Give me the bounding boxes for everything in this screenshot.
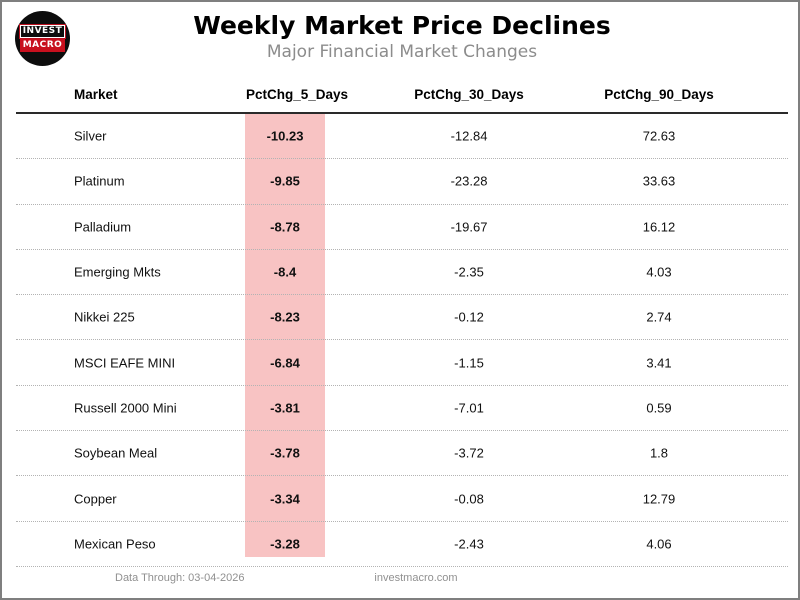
pctchg-90-days-value: 72.63 (642, 128, 676, 144)
pctchg-30-days-value: -7.01 (454, 400, 484, 416)
pctchg-30-days-value: -23.28 (450, 173, 488, 189)
website-label: investmacro.com (374, 572, 458, 584)
pctchg-30-days-value: -3.72 (454, 445, 484, 461)
pctchg-90-days-value: 2.74 (646, 309, 672, 325)
market-name: Mexican Peso (74, 536, 156, 552)
pctchg-90-days-value: 3.41 (646, 355, 672, 371)
pctchg-30-days-value: -1.15 (454, 355, 484, 371)
page-subtitle: Major Financial Market Changes (266, 42, 538, 62)
table-body: Silver -10.23 -12.84 72.63 Platinum -9.8… (16, 114, 788, 567)
market-name: Copper (74, 491, 117, 507)
footer: Data Through: 03-04-2026 investmacro.com (2, 572, 800, 588)
pctchg-5-days-value: -8.4 (273, 264, 297, 280)
logo-invest-text: INVEST (19, 25, 66, 38)
pctchg-5-days-value: -8.23 (270, 309, 300, 325)
table-row: Copper -3.34 -0.08 12.79 (16, 476, 788, 522)
market-name: Palladium (74, 219, 132, 235)
investmacro-logo: INVEST MACRO (15, 11, 70, 66)
market-name: Emerging Mkts (74, 264, 161, 280)
pctchg-5-days-highlight-band (245, 114, 325, 557)
market-name: Platinum (74, 173, 125, 189)
pctchg-30-days-value: -19.67 (450, 219, 488, 235)
market-name: MSCI EAFE MINI (74, 355, 176, 371)
market-name: Silver (74, 128, 107, 144)
table-row: Palladium -8.78 -19.67 16.12 (16, 205, 788, 250)
table-row: Platinum -9.85 -23.28 33.63 (16, 159, 788, 205)
pctchg-5-days-value: -10.23 (266, 128, 304, 144)
table-row: Silver -10.23 -12.84 72.63 (16, 114, 788, 160)
pctchg-90-days-value: 12.79 (642, 491, 676, 507)
pctchg-30-days-value: -2.35 (454, 264, 484, 280)
pctchg-5-days-value: -3.28 (270, 536, 300, 552)
pctchg-5-days-value: -3.34 (270, 491, 300, 507)
pctchg-5-days-value: -3.78 (270, 445, 300, 461)
table-row: Russell 2000 Mini -3.81 -7.01 0.59 (16, 386, 788, 432)
logo-macro-text: MACRO (19, 39, 66, 52)
table-header-row: Market PctChg_5_Days PctChg_30_Days PctC… (16, 84, 788, 114)
column-header-pctchg-30-days: PctChg_30_Days (414, 87, 524, 102)
page-title: Weekly Market Price Declines (193, 11, 611, 40)
pctchg-30-days-value: -0.12 (454, 309, 484, 325)
pctchg-5-days-value: -9.85 (270, 173, 300, 189)
pctchg-90-days-value: 33.63 (642, 173, 676, 189)
pctchg-5-days-value: -6.84 (270, 355, 300, 371)
market-name: Soybean Meal (74, 445, 158, 461)
pctchg-90-days-value: 4.03 (646, 264, 672, 280)
table-row: MSCI EAFE MINI -6.84 -1.15 3.41 (16, 340, 788, 386)
pctchg-30-days-value: -0.08 (454, 491, 484, 507)
pctchg-90-days-value: 4.06 (646, 536, 672, 552)
table-row: Nikkei 225 -8.23 -0.12 2.74 (16, 295, 788, 341)
pctchg-90-days-value: 1.8 (649, 445, 669, 461)
header: Weekly Market Price Declines Major Finan… (2, 11, 800, 63)
table-row: Soybean Meal -3.78 -3.72 1.8 (16, 431, 788, 477)
market-table: Market PctChg_5_Days PctChg_30_Days PctC… (16, 84, 788, 567)
market-name: Nikkei 225 (74, 309, 135, 325)
column-header-pctchg-5-days: PctChg_5_Days (245, 87, 349, 102)
column-header-pctchg-90-days: PctChg_90_Days (604, 87, 714, 102)
market-name: Russell 2000 Mini (74, 400, 177, 416)
pctchg-30-days-value: -2.43 (454, 536, 484, 552)
pctchg-90-days-value: 16.12 (642, 219, 676, 235)
pctchg-5-days-value: -3.81 (270, 400, 300, 416)
pctchg-5-days-value: -8.78 (270, 219, 300, 235)
column-header-market: Market (74, 87, 118, 102)
table-row: Mexican Peso -3.28 -2.43 4.06 (16, 522, 788, 567)
data-through-label: Data Through: 03-04-2026 (115, 572, 245, 584)
pctchg-90-days-value: 0.59 (646, 400, 672, 416)
pctchg-30-days-value: -12.84 (450, 128, 488, 144)
table-row: Emerging Mkts -8.4 -2.35 4.03 (16, 250, 788, 296)
